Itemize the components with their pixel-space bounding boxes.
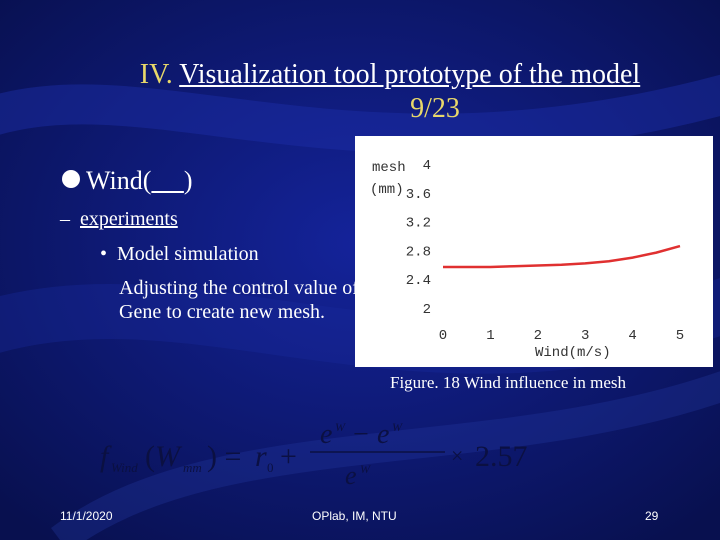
title-main: Visualization tool prototype of the mode… bbox=[179, 59, 641, 90]
y-tick-label: 3.6 bbox=[406, 187, 431, 203]
svg-text:W: W bbox=[392, 420, 403, 434]
small-bullet-icon: • bbox=[100, 243, 118, 265]
x-tick-label: 5 bbox=[676, 328, 684, 344]
sub-bullet: – experiments bbox=[60, 207, 178, 231]
paragraph: Adjusting the control value of Gene to c… bbox=[119, 277, 359, 323]
svg-text:×: × bbox=[451, 443, 463, 468]
y-axis-unit: (mm) bbox=[370, 182, 404, 198]
y-tick-label: 2.4 bbox=[406, 273, 431, 289]
footer-center: OPlab, IM, NTU bbox=[312, 509, 397, 523]
x-tick-label: 2 bbox=[534, 328, 542, 344]
svg-text:−: − bbox=[353, 419, 369, 450]
title-number: IV. bbox=[139, 59, 173, 90]
bullet-close: ) bbox=[183, 166, 193, 195]
svg-text:2.57: 2.57 bbox=[475, 440, 528, 473]
slide-title: IV. Visualization tool prototype of the … bbox=[40, 58, 720, 126]
y-tick-label: 4 bbox=[423, 158, 431, 174]
series-line bbox=[443, 244, 681, 269]
footer-date: 11/1/2020 bbox=[60, 509, 113, 523]
svg-text:(: ( bbox=[145, 440, 155, 473]
wind-formula: f Wind ( W mm ) = r 0 + e W − e W e W × … bbox=[100, 419, 528, 490]
bullet-wind: Wind( ) bbox=[62, 166, 193, 196]
y-tick-label: 3.2 bbox=[406, 216, 431, 232]
svg-text:e: e bbox=[345, 461, 357, 490]
svg-text:e: e bbox=[377, 419, 389, 450]
svg-text:+: + bbox=[280, 440, 297, 473]
y-tick-label: 2 bbox=[423, 302, 431, 318]
x-tick-label: 4 bbox=[628, 328, 636, 344]
svg-text:r: r bbox=[255, 440, 267, 473]
footer-page-number: 29 bbox=[645, 509, 659, 523]
y-axis-label: mesh bbox=[372, 160, 406, 176]
y-tick-label: 2.8 bbox=[406, 244, 431, 260]
item-bullet: • Model simulation bbox=[100, 242, 259, 266]
figure-caption: Figure. 18 Wind influence in mesh bbox=[390, 373, 627, 392]
svg-text:e: e bbox=[320, 419, 332, 450]
svg-text:W: W bbox=[335, 420, 346, 434]
x-axis-label: Wind(m/s) bbox=[535, 345, 611, 361]
item-text: Model simulation bbox=[117, 243, 259, 265]
wind-mesh-chart: 2 2.4 2.8 3.2 3.6 4 0 1 2 3 4 5 mesh (mm) Wind(m/s… bbox=[370, 158, 684, 361]
svg-text:Wind: Wind bbox=[111, 460, 138, 475]
svg-text:) =: ) = bbox=[207, 440, 241, 473]
sub-bullet-text: experiments bbox=[80, 208, 178, 230]
svg-text:W: W bbox=[360, 462, 371, 476]
bullet-dot-icon bbox=[62, 170, 80, 188]
dash-icon: – bbox=[60, 208, 80, 230]
chart-panel: 2 2.4 2.8 3.2 3.6 4 0 1 2 3 4 5 mesh (mm) Wind(m/s… bbox=[355, 136, 713, 367]
svg-text:0: 0 bbox=[267, 460, 274, 475]
bullet-blank bbox=[151, 166, 184, 195]
x-tick-label: 0 bbox=[439, 328, 447, 344]
x-tick-label: 1 bbox=[486, 328, 494, 344]
title-page: 9/23 bbox=[410, 93, 460, 124]
svg-text:mm: mm bbox=[183, 460, 202, 475]
svg-text:W: W bbox=[155, 440, 183, 473]
bullet-label: Wind( bbox=[86, 166, 152, 195]
x-tick-label: 3 bbox=[581, 328, 589, 344]
